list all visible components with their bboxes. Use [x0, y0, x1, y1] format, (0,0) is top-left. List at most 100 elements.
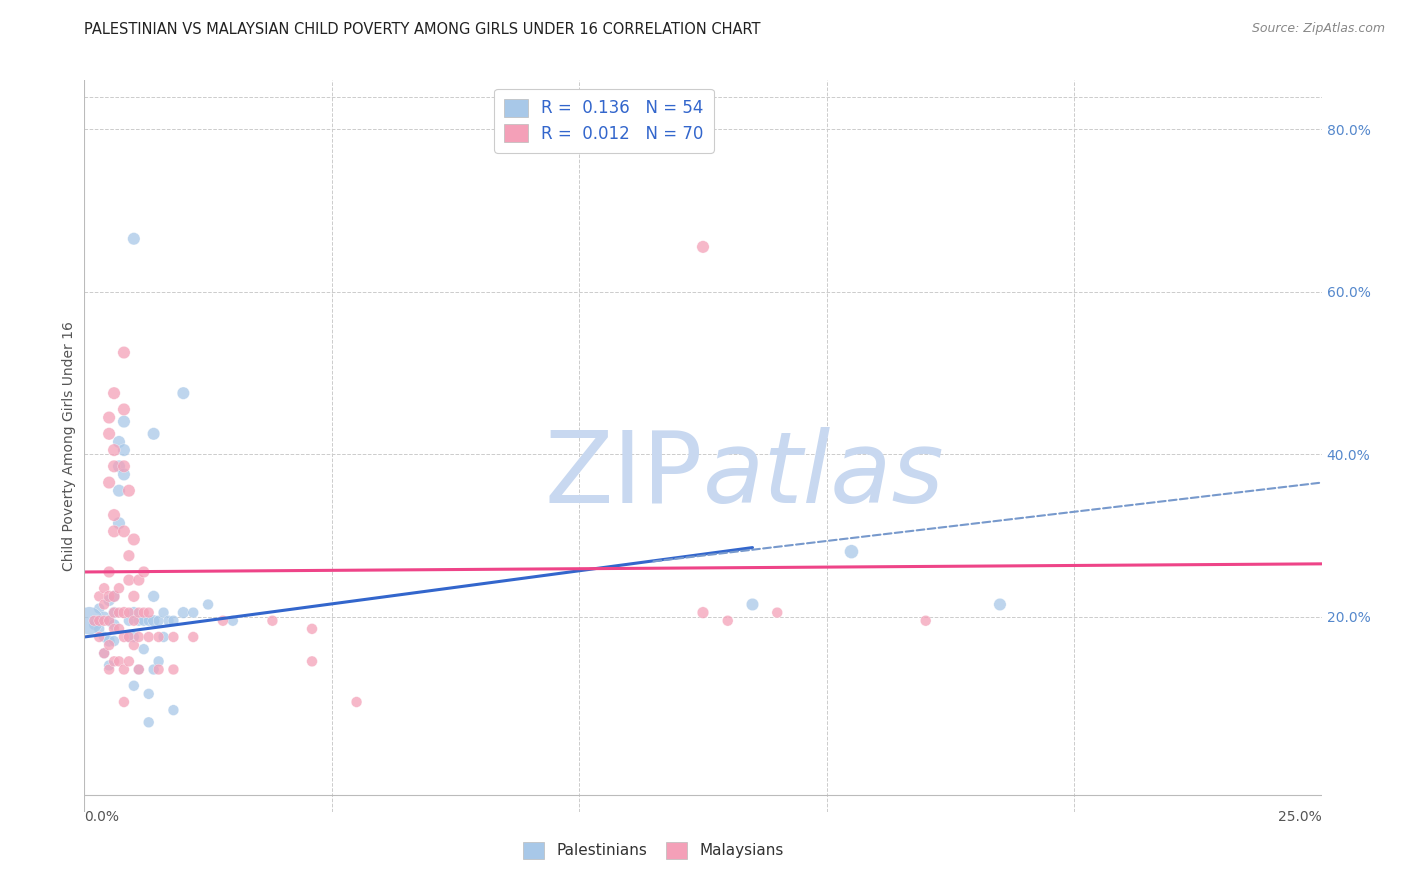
Point: [128, 630, 150, 644]
Point: [148, 630, 170, 644]
Point: [162, 614, 184, 628]
Point: [103, 606, 125, 620]
Point: [108, 434, 131, 449]
Point: [112, 459, 135, 474]
Point: [212, 614, 235, 628]
Point: [108, 654, 131, 668]
Point: [988, 598, 1011, 612]
Point: [118, 630, 141, 644]
Point: [222, 614, 245, 628]
Point: [98, 590, 121, 604]
Point: [98, 634, 121, 648]
Text: PALESTINIAN VS MALAYSIAN CHILD POVERTY AMONG GIRLS UNDER 16 CORRELATION CHART: PALESTINIAN VS MALAYSIAN CHILD POVERTY A…: [84, 22, 761, 37]
Point: [93, 609, 115, 624]
Point: [93, 581, 115, 595]
Point: [98, 638, 121, 652]
Point: [717, 614, 740, 628]
Point: [148, 654, 170, 668]
Point: [108, 483, 131, 498]
Point: [79, 614, 101, 628]
Point: [118, 483, 141, 498]
Point: [83, 617, 105, 632]
Point: [122, 630, 145, 644]
Point: [741, 598, 763, 612]
Point: [112, 663, 135, 677]
Point: [103, 459, 125, 474]
Point: [103, 622, 125, 636]
Point: [172, 386, 194, 401]
Point: [142, 663, 165, 677]
Point: [112, 467, 135, 482]
Point: [346, 695, 368, 709]
Point: [103, 590, 125, 604]
Point: [172, 606, 194, 620]
Point: [162, 663, 184, 677]
Point: [138, 715, 160, 730]
Point: [108, 622, 131, 636]
Point: [118, 630, 141, 644]
Y-axis label: Child Poverty Among Girls Under 16: Child Poverty Among Girls Under 16: [62, 321, 76, 571]
Text: 0.0%: 0.0%: [84, 810, 120, 824]
Text: atlas: atlas: [703, 426, 945, 524]
Text: 25.0%: 25.0%: [1278, 810, 1322, 824]
Point: [301, 654, 323, 668]
Point: [142, 614, 165, 628]
Point: [122, 679, 145, 693]
Point: [157, 614, 180, 628]
Text: ZIP: ZIP: [544, 426, 703, 524]
Point: [103, 654, 125, 668]
Point: [142, 426, 165, 441]
Point: [138, 687, 160, 701]
Point: [118, 606, 141, 620]
Point: [103, 524, 125, 539]
Point: [103, 634, 125, 648]
Point: [93, 646, 115, 660]
Point: [108, 606, 131, 620]
Point: [152, 630, 174, 644]
Point: [89, 622, 111, 636]
Point: [148, 614, 170, 628]
Point: [148, 663, 170, 677]
Point: [122, 232, 145, 246]
Point: [138, 606, 160, 620]
Point: [128, 606, 150, 620]
Point: [128, 663, 150, 677]
Point: [181, 630, 204, 644]
Point: [112, 606, 135, 620]
Point: [138, 630, 160, 644]
Point: [118, 549, 141, 563]
Point: [103, 443, 125, 458]
Point: [162, 630, 184, 644]
Point: [98, 426, 121, 441]
Point: [122, 533, 145, 547]
Point: [112, 443, 135, 458]
Point: [128, 573, 150, 587]
Point: [93, 630, 115, 644]
Point: [98, 593, 121, 607]
Point: [108, 581, 131, 595]
Point: [262, 614, 284, 628]
Point: [112, 630, 135, 644]
Point: [692, 606, 714, 620]
Point: [118, 573, 141, 587]
Point: [98, 565, 121, 579]
Point: [692, 240, 714, 254]
Point: [108, 459, 131, 474]
Point: [122, 614, 145, 628]
Point: [98, 658, 121, 673]
Point: [162, 703, 184, 717]
Point: [122, 606, 145, 620]
Point: [98, 475, 121, 490]
Point: [181, 606, 204, 620]
Point: [138, 614, 160, 628]
Point: [112, 402, 135, 417]
Point: [118, 654, 141, 668]
Point: [122, 590, 145, 604]
Point: [197, 598, 219, 612]
Point: [103, 590, 125, 604]
Point: [301, 622, 323, 636]
Legend: Palestinians, Malaysians: Palestinians, Malaysians: [516, 834, 792, 866]
Point: [112, 345, 135, 359]
Point: [112, 695, 135, 709]
Point: [112, 415, 135, 429]
